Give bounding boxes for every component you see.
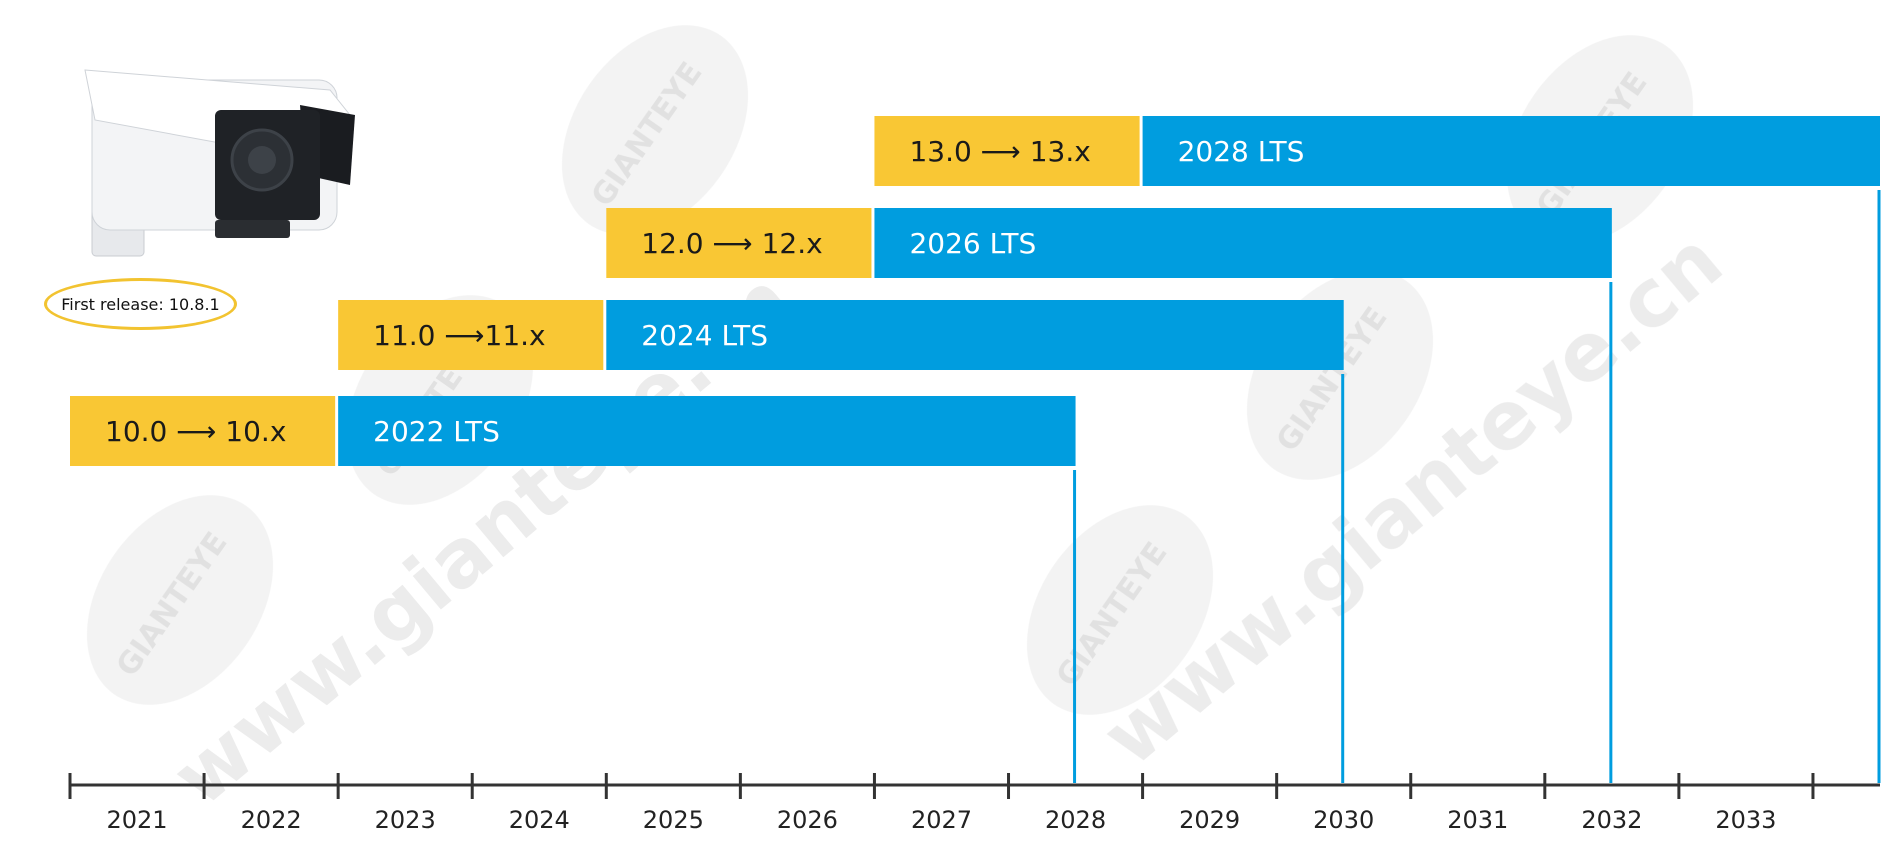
x-tick-label: 2029 — [1179, 806, 1240, 834]
release-bar — [874, 116, 1140, 186]
x-tick-label: 2033 — [1715, 806, 1776, 834]
release-label: 13.0 ⟶ 13.x — [909, 135, 1090, 168]
watermark-oval — [87, 495, 273, 705]
release-bar — [70, 396, 336, 466]
release-bar — [338, 300, 604, 370]
x-tick-label: 2025 — [643, 806, 704, 834]
lts-label: 2024 LTS — [641, 319, 768, 352]
x-tick-label: 2031 — [1447, 806, 1508, 834]
x-tick-label: 2032 — [1581, 806, 1642, 834]
lts-label: 2026 LTS — [909, 227, 1036, 260]
x-tick-label: 2024 — [509, 806, 570, 834]
lts-bar — [874, 208, 1612, 278]
release-label: 10.0 ⟶ 10.x — [105, 415, 286, 448]
x-tick-label: 2027 — [911, 806, 972, 834]
lts-bar — [606, 300, 1344, 370]
camera-illustration — [84, 69, 355, 257]
first-release-badge: First release: 10.8.1 — [44, 278, 237, 330]
camera-lens-inner — [248, 146, 276, 174]
bars-layer: 10.0 ⟶ 10.x 2022 LTS 11.0 ⟶11.x 2024 LTS 12.… — [70, 116, 1880, 466]
lts-end-lines — [1073, 190, 1881, 783]
release-label: 11.0 ⟶11.x — [373, 319, 545, 352]
lts-bar — [1142, 116, 1880, 186]
release-bar — [606, 208, 872, 278]
release-label: 12.0 ⟶ 12.x — [641, 227, 822, 260]
first-release-text: First release: 10.8.1 — [61, 294, 220, 314]
x-tick-label: 2026 — [777, 806, 838, 834]
x-tick-label: 2023 — [375, 806, 436, 834]
camera-ir-panel — [215, 220, 290, 238]
lts-label: 2028 LTS — [1178, 135, 1305, 168]
x-tick-label: 2022 — [241, 806, 302, 834]
watermark-oval — [562, 25, 748, 235]
lts-label: 2022 LTS — [373, 415, 500, 448]
lts-bar — [338, 396, 1076, 466]
x-tick-label: 2030 — [1313, 806, 1374, 834]
x-tick-label: 2028 — [1045, 806, 1106, 834]
x-axis: 2021 2022 2023 2024 2025 2026 2027 2028 2029 2030… — [68, 773, 1880, 834]
x-tick-label: 2021 — [106, 806, 167, 834]
